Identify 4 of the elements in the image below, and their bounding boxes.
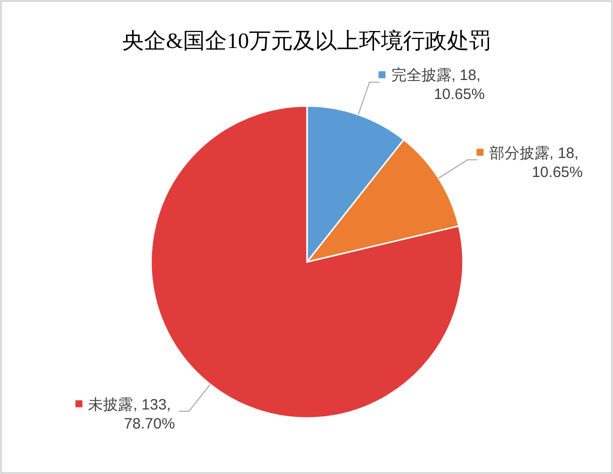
legend-label: 完全披露, 18, 10.65%: [391, 67, 485, 104]
chart-title: 央企&国企10万元及以上环境行政处罚: [122, 28, 492, 53]
legend-label: 部分披露, 18, 10.65%: [489, 144, 583, 181]
legend-label: 未披露, 133, 78.70%: [88, 396, 175, 432]
